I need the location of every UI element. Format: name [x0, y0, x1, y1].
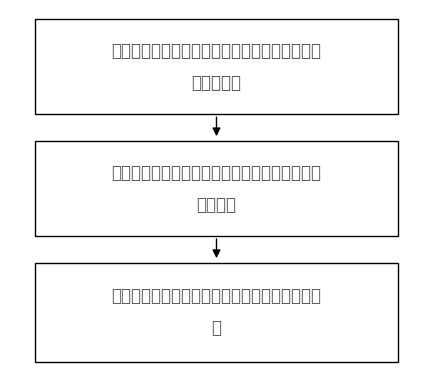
Text: 采集眼部图像，根据所述眼部图像确定用户的眼: 采集眼部图像，根据所述眼部图像确定用户的眼 [112, 42, 321, 60]
Text: 部疲劳状态: 部疲劳状态 [191, 74, 242, 92]
Text: 疲劳等级: 疲劳等级 [197, 195, 236, 214]
Text: 根据所述眼部疲劳等级，进行相应的眼部疲劳处: 根据所述眼部疲劳等级，进行相应的眼部疲劳处 [112, 287, 321, 306]
Bar [35, 19, 398, 114]
Bar [35, 263, 398, 362]
Text: 根据用户的眼部疲劳状态，判断所述用户的眼部: 根据用户的眼部疲劳状态，判断所述用户的眼部 [112, 163, 321, 182]
Bar [35, 141, 398, 236]
Text: 理: 理 [211, 319, 222, 338]
